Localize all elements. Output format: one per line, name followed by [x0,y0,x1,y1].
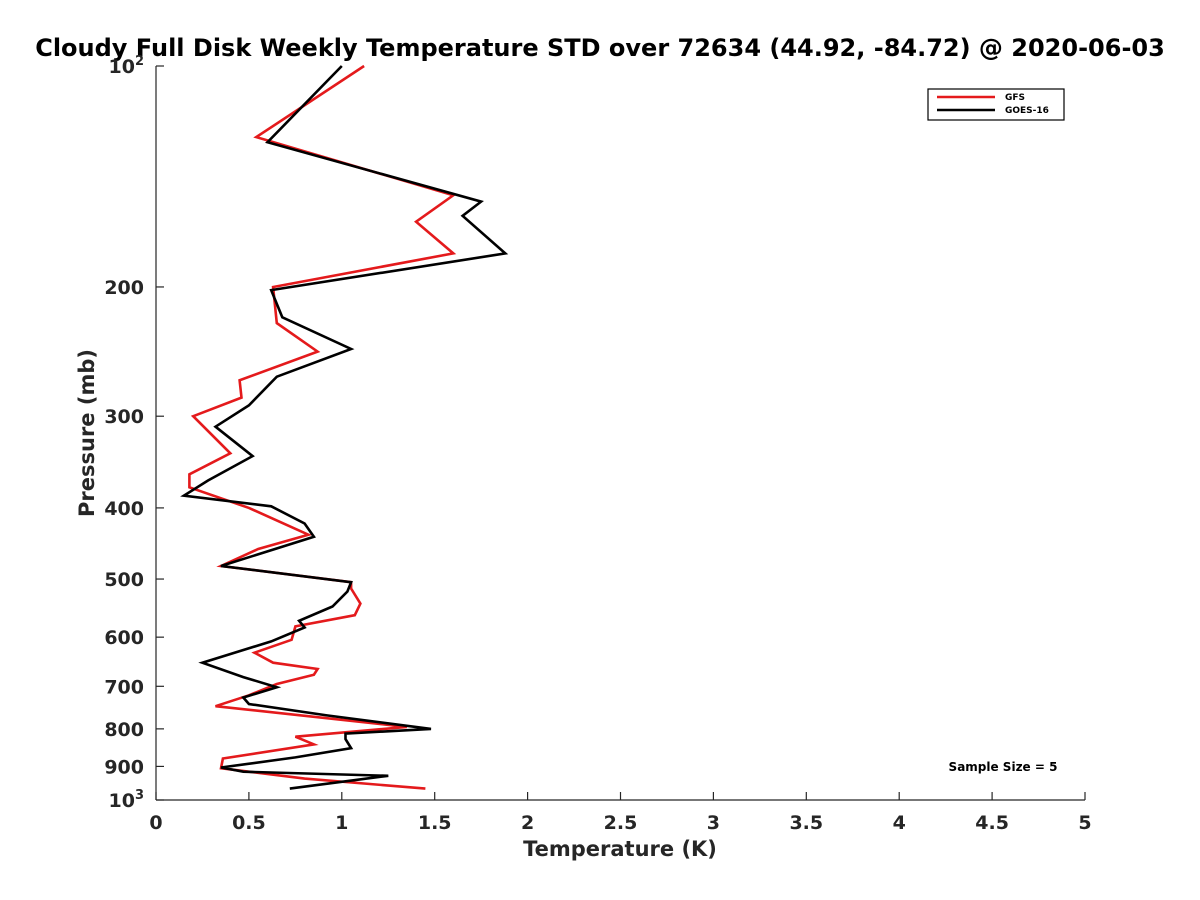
plot-area [180,64,509,790]
x-axis-ticks: 0 0.5 1 1.5 2 2.5 3 3.5 4 4.5 5 [149,792,1092,834]
x-tick-label: 0.5 [232,812,266,834]
x-tick-label: 2.5 [604,812,638,834]
x-tick-label: 4.5 [975,812,1009,834]
series-line-goes16 [180,65,509,790]
y-tick-label: 103 [109,788,145,812]
x-tick-label: 1.5 [418,812,452,834]
y-axis-ticks: 102 200 300 400 500 600 700 800 900 103 [104,54,164,812]
series-line-gfs [188,64,457,790]
x-tick-label: 0 [149,812,162,834]
x-tick-label: 5 [1078,812,1091,834]
x-tick-label: 3.5 [789,812,823,834]
x-axis-label: Temperature (K) [523,837,717,861]
y-tick-label: 400 [104,498,144,520]
y-axis-label: Pressure (mb) [75,349,99,517]
y-tick-label: 900 [104,756,144,778]
y-tick-label: 102 [109,54,145,78]
chart-title: Cloudy Full Disk Weekly Temperature STD … [35,34,1165,62]
x-tick-label: 1 [335,812,348,834]
y-tick-label: 800 [104,719,144,741]
y-tick-label: 300 [104,406,144,428]
legend: GFS GOES-16 [927,88,1065,121]
legend-label-goes16: GOES-16 [1005,106,1049,116]
legend-box [927,88,1065,121]
y-tick-label: 500 [104,569,144,591]
sample-size-annotation: Sample Size = 5 [949,760,1058,774]
x-tick-label: 4 [893,812,906,834]
x-tick-label: 2 [521,812,534,834]
y-tick-label: 200 [104,277,144,299]
y-tick-label: 600 [104,627,144,649]
x-tick-label: 3 [707,812,720,834]
y-tick-label: 700 [104,676,144,698]
legend-label-gfs: GFS [1005,93,1025,103]
